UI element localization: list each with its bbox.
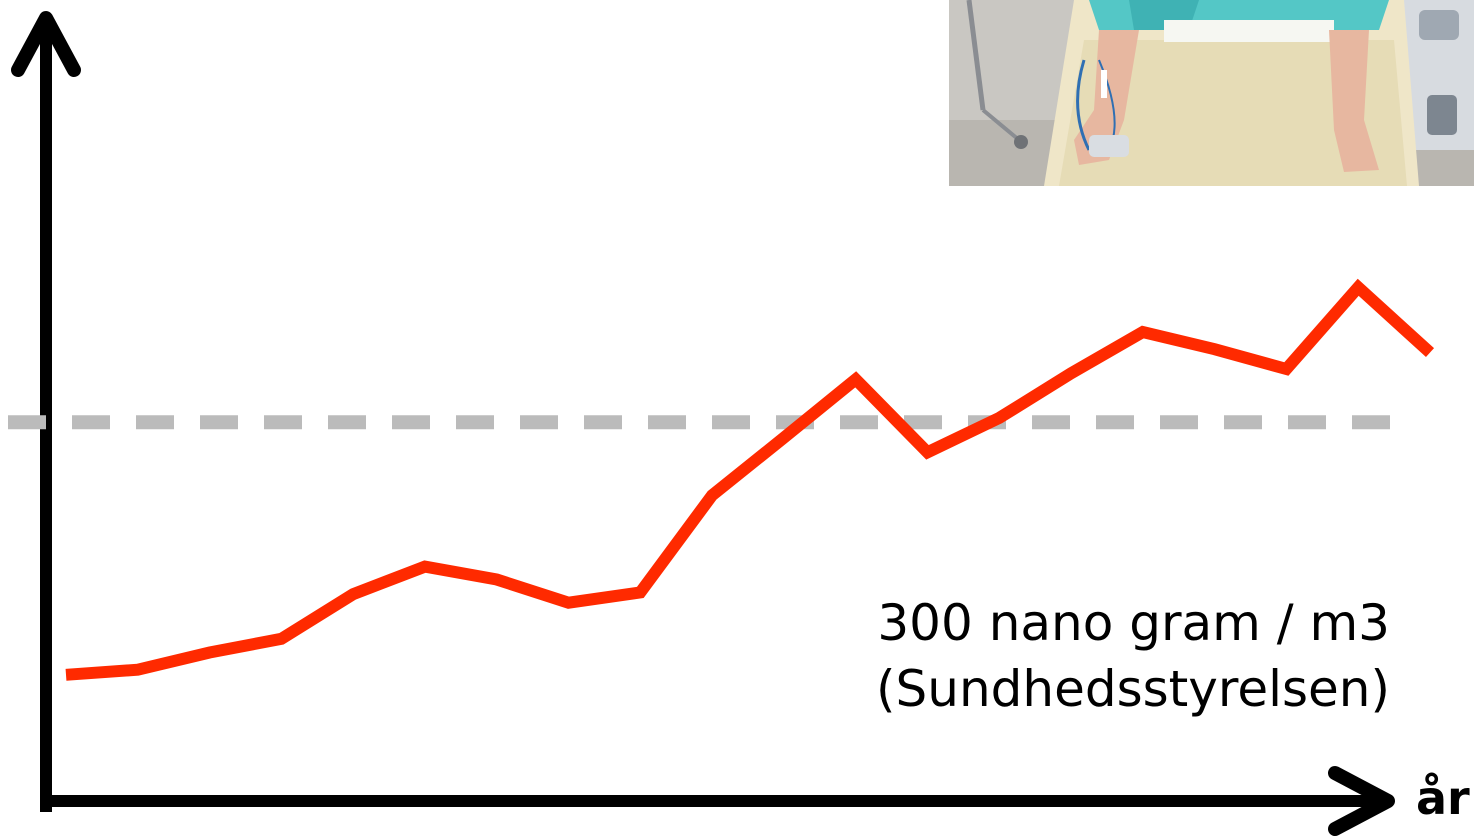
threshold-label-line2: (Sundhedsstyrelsen) [876,660,1390,718]
threshold-label: 300 nano gram / m3 (Sundhedsstyrelsen) [876,590,1390,722]
series-line [65,278,1435,681]
y-axis-arrowhead [11,11,81,77]
series-layer [65,278,1435,681]
threshold-label-line1: 300 nano gram / m3 [877,594,1390,652]
x-axis-arrowhead [1328,766,1395,836]
x-axis-label: år [1416,771,1470,825]
hospital-patient-photo [949,0,1474,186]
